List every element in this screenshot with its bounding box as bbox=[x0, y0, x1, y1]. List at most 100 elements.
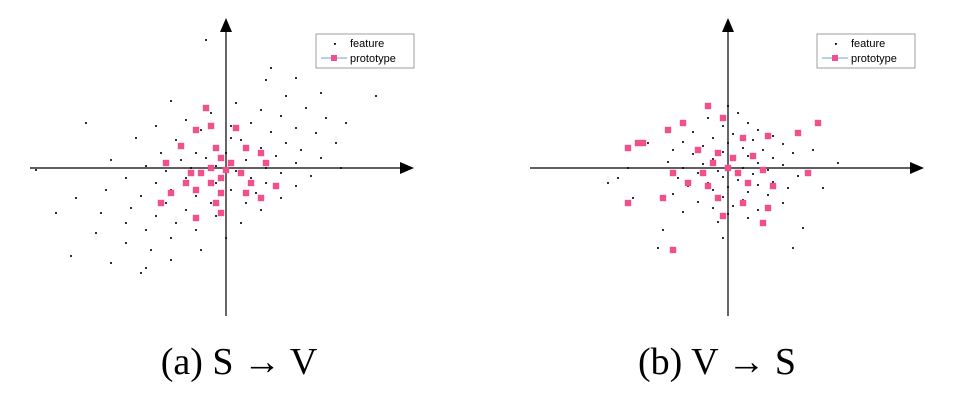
feature-point bbox=[782, 164, 784, 166]
prototype-point bbox=[744, 179, 752, 187]
feature-point bbox=[110, 159, 112, 161]
feature-point bbox=[727, 213, 729, 215]
prototype-point bbox=[197, 169, 205, 177]
feature-point bbox=[747, 217, 749, 219]
feature-point bbox=[702, 145, 704, 147]
feature-point bbox=[667, 161, 669, 163]
prototype-point bbox=[232, 124, 240, 132]
feature-point bbox=[75, 197, 77, 199]
feature-point bbox=[692, 131, 694, 133]
chart-caption-b: (b) V → S bbox=[637, 341, 796, 383]
feature-point bbox=[195, 229, 197, 231]
feature-point bbox=[105, 189, 107, 191]
chart-panel-b: feature prototype (b) V → S bbox=[478, 0, 956, 409]
y-axis-arrow bbox=[220, 18, 232, 32]
feature-point bbox=[240, 222, 242, 224]
prototype-point bbox=[704, 182, 712, 190]
feature-point bbox=[627, 167, 629, 169]
feature-point bbox=[717, 221, 719, 223]
prototype-point bbox=[157, 199, 165, 207]
chart-caption-a: (a) S → V bbox=[160, 341, 318, 383]
prototype-point bbox=[222, 166, 230, 174]
prototype-point bbox=[639, 139, 647, 147]
feature-point bbox=[225, 152, 227, 154]
feature-point bbox=[255, 192, 257, 194]
prototype-point bbox=[664, 126, 672, 134]
prototype-point bbox=[634, 139, 642, 147]
feature-point bbox=[295, 127, 297, 129]
prototype-point bbox=[714, 194, 722, 202]
feature-point bbox=[55, 212, 57, 214]
prototype-point bbox=[167, 189, 175, 197]
prototype-point bbox=[202, 104, 210, 112]
feature-point bbox=[300, 149, 302, 151]
prototype-point bbox=[669, 169, 677, 177]
prototype-point bbox=[679, 119, 687, 127]
feature-point bbox=[617, 177, 619, 179]
feature-point bbox=[737, 112, 739, 114]
prototype-point bbox=[217, 209, 225, 217]
prototype-point bbox=[192, 214, 200, 222]
prototype-point bbox=[242, 144, 250, 152]
prototype-point bbox=[759, 166, 767, 174]
feature-point bbox=[170, 259, 172, 261]
prototype-point bbox=[207, 164, 215, 172]
feature-point bbox=[210, 202, 212, 204]
prototype-point bbox=[192, 186, 200, 194]
feature-point bbox=[215, 215, 217, 217]
prototype-point bbox=[764, 204, 772, 212]
feature-point bbox=[757, 129, 759, 131]
feature-point bbox=[195, 195, 197, 197]
prototype-point bbox=[217, 154, 225, 162]
feature-point bbox=[265, 182, 267, 184]
legend: feature prototype bbox=[315, 33, 415, 69]
prototype-point bbox=[212, 199, 220, 207]
legend-prototype-marker bbox=[832, 55, 838, 61]
prototype-point bbox=[242, 189, 250, 197]
feature-point bbox=[95, 232, 97, 234]
feature-point bbox=[752, 173, 754, 175]
legend-box bbox=[816, 33, 916, 69]
feature-point bbox=[707, 117, 709, 119]
feature-point bbox=[180, 159, 182, 161]
feature-point bbox=[165, 202, 167, 204]
feature-point bbox=[185, 119, 187, 121]
feature-point bbox=[747, 122, 749, 124]
feature-point bbox=[757, 162, 759, 164]
prototype-point bbox=[207, 179, 215, 187]
prototype-point bbox=[719, 212, 727, 220]
feature-point bbox=[647, 142, 649, 144]
feature-point bbox=[732, 205, 734, 207]
legend-feature-marker bbox=[835, 43, 837, 45]
feature-point bbox=[772, 157, 774, 159]
feature-point bbox=[345, 122, 347, 124]
prototype-point bbox=[739, 199, 747, 207]
prototype-point bbox=[187, 169, 195, 177]
feature-point bbox=[305, 107, 307, 109]
prototype-point bbox=[247, 179, 255, 187]
feature-point bbox=[772, 181, 774, 183]
feature-point bbox=[335, 142, 337, 144]
feature-point bbox=[772, 135, 774, 137]
feature-point bbox=[802, 227, 804, 229]
feature-point bbox=[702, 163, 704, 165]
feature-point bbox=[150, 249, 152, 251]
feature-point bbox=[260, 147, 262, 149]
feature-point bbox=[125, 222, 127, 224]
feature-point bbox=[727, 142, 729, 144]
feature-point bbox=[225, 237, 227, 239]
feature-point bbox=[215, 182, 217, 184]
legend-prototype-marker bbox=[331, 55, 337, 61]
feature-point bbox=[235, 170, 237, 172]
feature-point bbox=[727, 105, 729, 107]
prototype-point bbox=[794, 129, 802, 137]
feature-point bbox=[240, 139, 242, 141]
prototype-point bbox=[769, 182, 777, 190]
feature-point bbox=[145, 267, 147, 269]
chart-panel-a: feature prototype (a) S → V bbox=[0, 0, 478, 409]
prototype-point bbox=[814, 119, 822, 127]
feature-point bbox=[160, 152, 162, 154]
prototype-point bbox=[704, 102, 712, 110]
feature-point bbox=[340, 167, 342, 169]
feature-point bbox=[722, 196, 724, 198]
